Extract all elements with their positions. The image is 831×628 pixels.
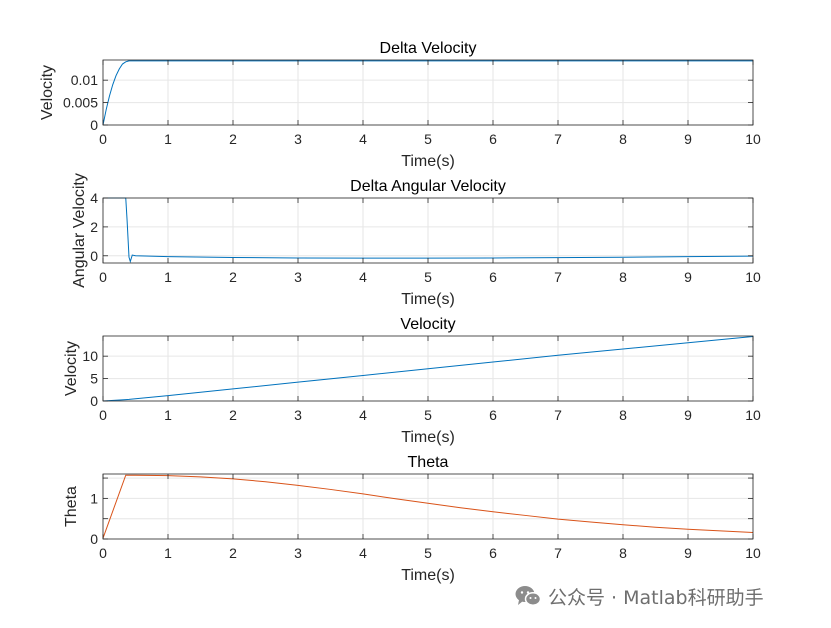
y-tick-label: 0 [90,531,98,547]
x-tick-label: 4 [359,545,367,561]
chart-title: Theta [408,454,449,471]
x-axis-label: Time(s) [401,429,455,446]
series-line [102,474,754,539]
x-tick-label: 4 [359,407,367,423]
y-tick-label: 0.01 [71,72,98,88]
x-axis-label: Time(s) [401,567,455,584]
x-tick-label: 8 [619,269,627,285]
x-tick-label: 0 [99,269,107,285]
y-axis-label: Angular Velocity [71,173,88,288]
y-tick-label: 0 [90,393,98,409]
x-tick-label: 5 [424,131,432,147]
x-tick-label: 8 [619,131,627,147]
x-tick-label: 10 [745,545,761,561]
wechat-icon [515,586,542,606]
chart-title: Velocity [400,316,455,333]
y-axis-label: Velocity [39,65,56,120]
y-tick-label: 5 [90,371,98,387]
x-tick-label: 3 [294,407,302,423]
subplot-1: 0 1 2 3 4 5 6 7 8 9 10 0 0.005 0.01 Delta Velocity Time… [39,40,761,170]
x-tick-label: 5 [424,269,432,285]
y-tick-label: 0.005 [63,95,98,111]
x-tick-label: 10 [745,269,761,285]
x-tick-label: 1 [164,269,172,285]
watermark-text: 公众号 · Matlab科研助手 [548,586,764,609]
y-tick-label: 2 [90,219,98,235]
y-tick-label: 0 [90,117,98,133]
x-tick-label: 9 [684,269,692,285]
y-tick-label: 0 [90,248,98,264]
x-tick-label: 9 [684,407,692,423]
y-tick-label: 1 [90,490,98,506]
x-tick-label: 6 [489,269,497,285]
subplot-4: 0 1 2 3 4 5 6 7 8 9 10 0 1 Theta Time(s) Theta [63,454,761,584]
chart-title: Delta Velocity [380,40,477,57]
y-axis-label: Theta [63,486,80,527]
x-axis-label: Time(s) [401,291,455,308]
x-tick-label: 7 [554,131,562,147]
x-tick-label: 1 [164,131,172,147]
x-tick-label: 1 [164,407,172,423]
x-tick-label: 8 [619,407,627,423]
x-tick-label: 6 [489,131,497,147]
watermark: 公众号 · Matlab科研助手 [514,582,764,610]
x-tick-label: 0 [99,407,107,423]
x-tick-label: 7 [554,407,562,423]
y-tick-label: 4 [90,190,98,206]
x-tick-label: 10 [745,131,761,147]
x-tick-label: 2 [229,545,237,561]
x-tick-label: 6 [489,407,497,423]
x-tick-label: 5 [424,407,432,423]
x-tick-label: 0 [99,545,107,561]
series-line [102,335,754,402]
y-tick-label: 10 [82,348,98,364]
x-tick-label: 2 [229,269,237,285]
x-tick-label: 3 [294,269,302,285]
series-line [103,197,754,264]
chart-title: Delta Angular Velocity [350,178,506,195]
x-tick-label: 9 [684,131,692,147]
y-axis-label: Velocity [63,341,80,396]
x-tick-label: 2 [229,131,237,147]
x-tick-label: 4 [359,131,367,147]
x-axis-label: Time(s) [401,153,455,170]
x-tick-label: 2 [229,407,237,423]
x-tick-label: 0 [99,131,107,147]
x-tick-label: 3 [294,545,302,561]
x-tick-label: 4 [359,269,367,285]
x-tick-label: 6 [489,545,497,561]
x-tick-label: 10 [745,407,761,423]
x-tick-label: 7 [554,545,562,561]
x-tick-label: 7 [554,269,562,285]
subplot-2: 0 1 2 3 4 5 6 7 8 9 10 0 2 4 Delta Angular Velocity Tim… [71,173,761,308]
x-tick-label: 9 [684,545,692,561]
x-tick-label: 1 [164,545,172,561]
x-tick-label: 3 [294,131,302,147]
x-tick-label: 8 [619,545,627,561]
x-tick-label: 5 [424,545,432,561]
